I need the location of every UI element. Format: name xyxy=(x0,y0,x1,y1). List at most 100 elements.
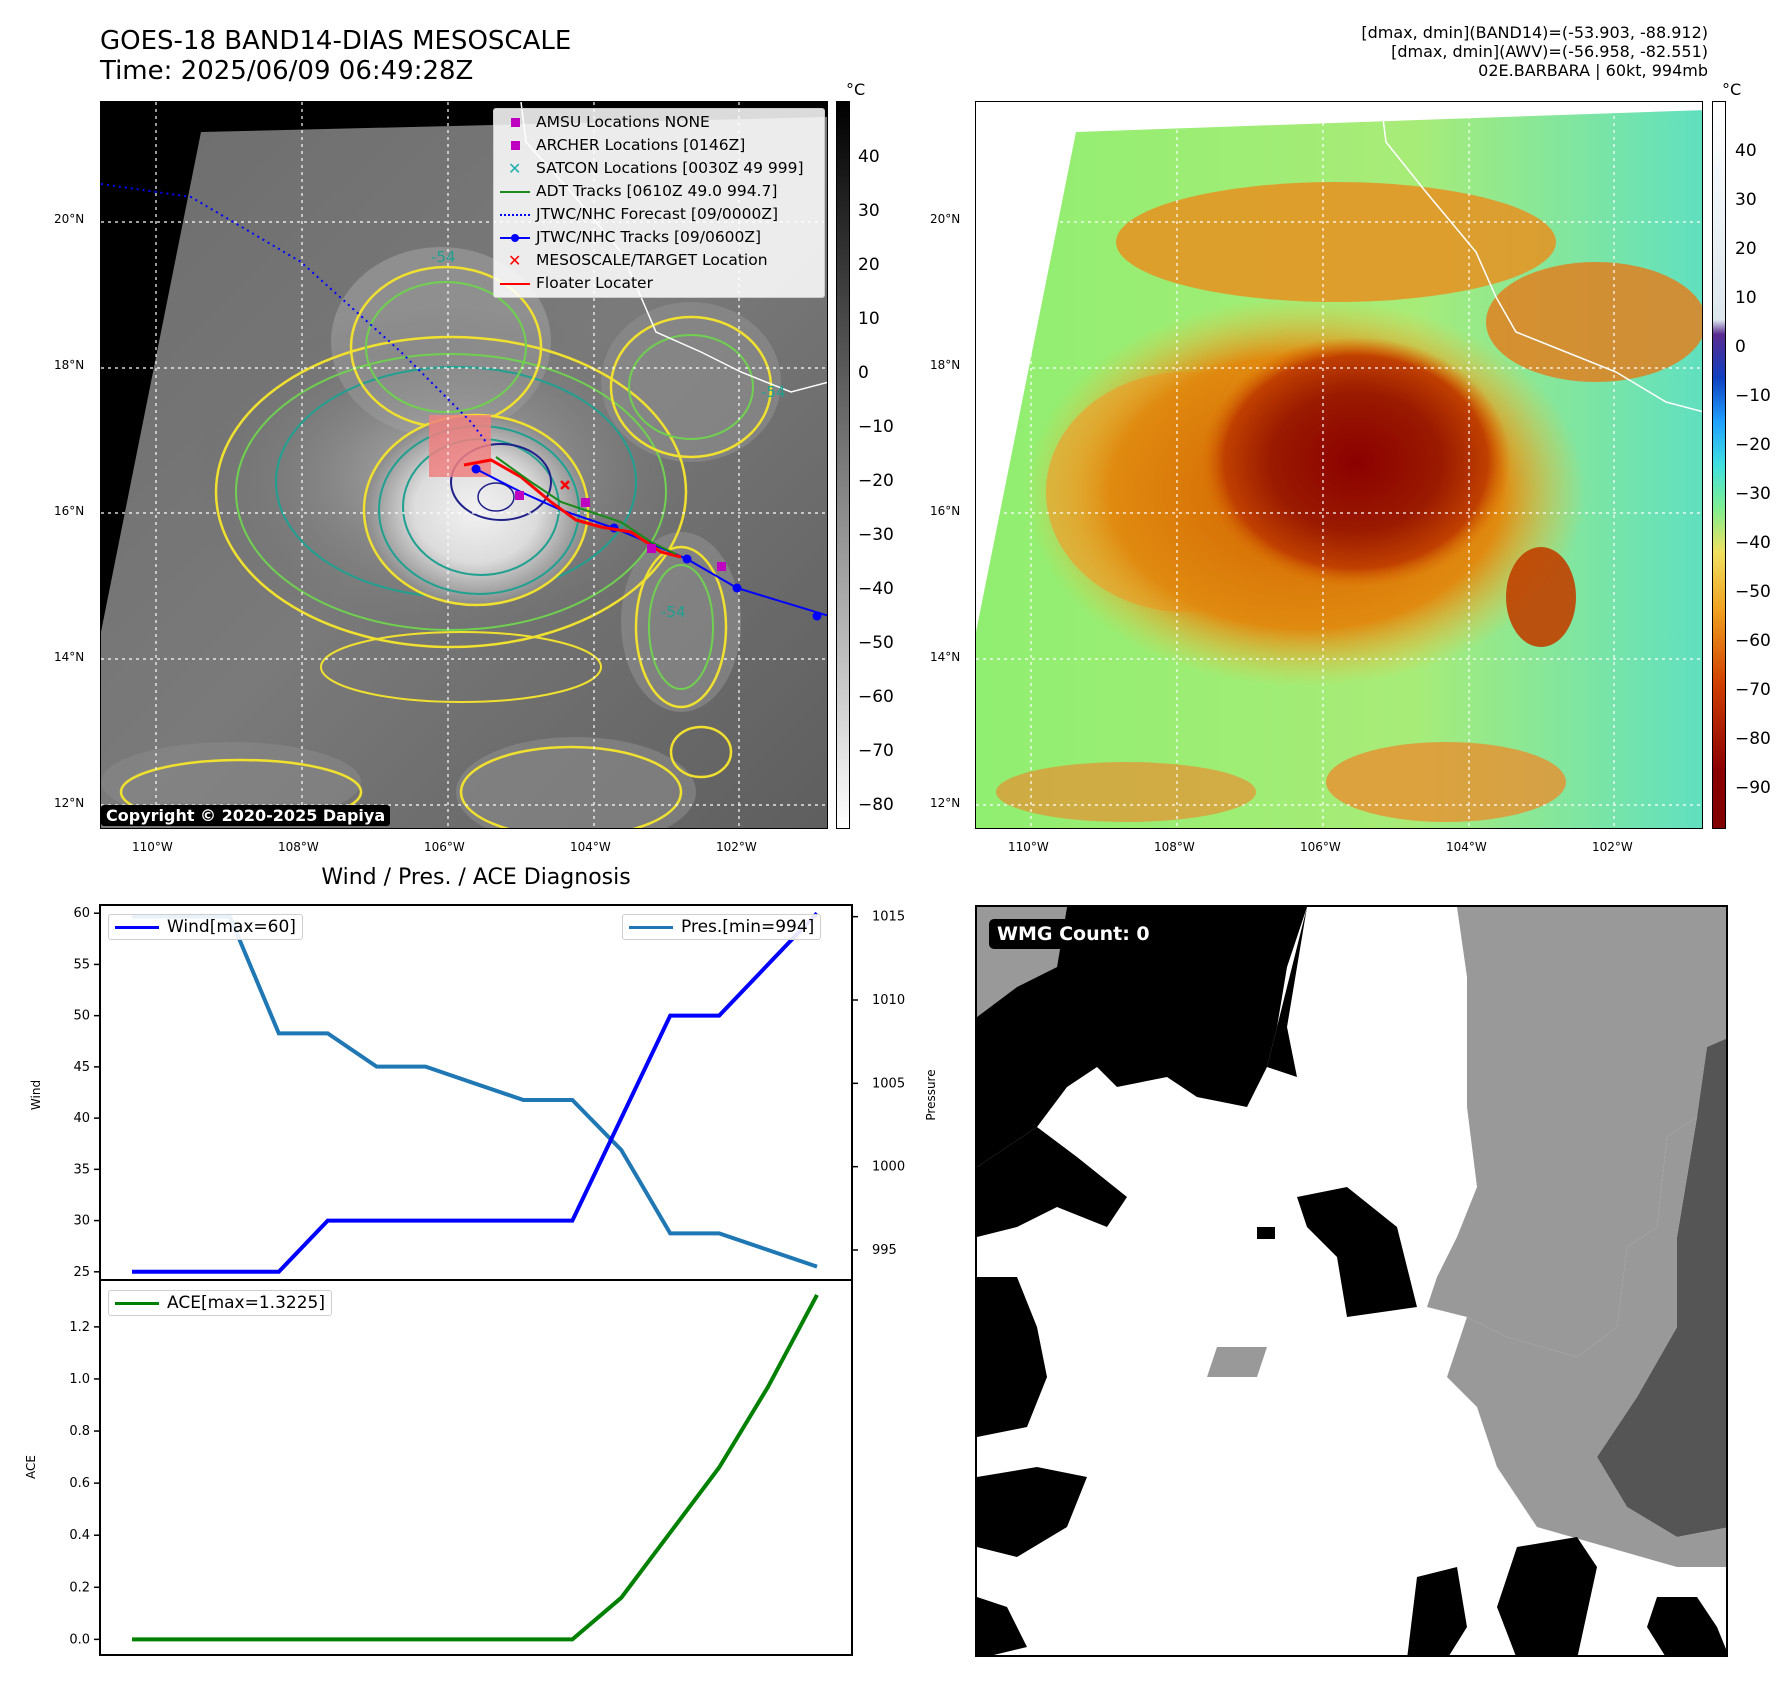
colorbar-unit: °C xyxy=(1722,80,1742,99)
wind-legend: Wind[max=60] xyxy=(108,914,303,940)
legend-satcon: ✕ SATCON Locations [0030Z 49 999] xyxy=(494,157,824,180)
awv-map-image xyxy=(976,102,1702,828)
copyright-label: Copyright © 2020-2025 Dapiya xyxy=(101,805,391,826)
info-storm-summary: 02E.BARBARA | 60kt, 994mb xyxy=(1478,61,1708,80)
lat-label: 12°N xyxy=(54,796,85,810)
title-line-1: GOES-18 BAND14-DIAS MESOSCALE xyxy=(100,26,572,56)
colorbar-tick: 40 xyxy=(1735,141,1757,161)
colorbar-tick: −40 xyxy=(1735,533,1771,553)
colorbar-tick: −30 xyxy=(858,525,894,545)
colorbar-tick: −90 xyxy=(1735,778,1771,798)
lat-label: 14°N xyxy=(930,650,961,664)
legend-label: ARCHER Locations [0146Z] xyxy=(536,136,746,154)
legend-archer: ARCHER Locations [0146Z] xyxy=(494,134,824,157)
pressure-axis-tick-label: 1015 xyxy=(872,910,905,925)
awv-map-panel[interactable] xyxy=(975,101,1703,829)
line-icon xyxy=(494,272,536,295)
colorbar-unit: °C xyxy=(846,80,866,99)
colorbar-tick: −80 xyxy=(1735,729,1771,749)
awv-colorbar xyxy=(1712,101,1726,829)
colorbar-tick: 20 xyxy=(1735,239,1757,259)
wind-axis-tick-label: 40 xyxy=(73,1111,90,1126)
colorbar-tick: 30 xyxy=(858,201,880,221)
lat-label: 16°N xyxy=(54,504,85,518)
colorbar-tick: 0 xyxy=(1735,337,1746,357)
line-icon xyxy=(494,180,536,203)
contour-label: -54 xyxy=(761,383,786,401)
lon-label: 110°W xyxy=(1008,840,1049,854)
contour-label: -54 xyxy=(661,603,686,621)
lat-label: 20°N xyxy=(54,212,85,226)
legend-amsu: AMSU Locations NONE xyxy=(494,111,824,134)
ace-legend-label: ACE[max=1.3225] xyxy=(167,1293,325,1313)
info-awv-range: [dmax, dmin](AWV)=(-56.958, -82.551) xyxy=(1391,42,1708,61)
pressure-axis-tick-label: 995 xyxy=(872,1243,897,1258)
line-dot-icon xyxy=(494,226,536,249)
legend-label: Floater Locater xyxy=(536,274,653,292)
x-marker-icon: ✕ xyxy=(508,251,522,270)
legend-jtwc-forecast: JTWC/NHC Forecast [09/0000Z] xyxy=(494,203,824,226)
colorbar-tick: 40 xyxy=(858,147,880,167)
title-timestamp: Time: 2025/06/09 06:49:28Z xyxy=(100,56,474,86)
colorbar-tick: 20 xyxy=(858,255,880,275)
wind-axis-tick-label: 45 xyxy=(73,1060,90,1075)
colorbar-tick: −70 xyxy=(1735,680,1771,700)
pressure-legend-label: Pres.[min=994] xyxy=(681,917,815,937)
lon-label: 110°W xyxy=(132,840,173,854)
wind-series-line xyxy=(132,911,819,1274)
wind-axis-tick-label: 30 xyxy=(73,1214,90,1229)
info-band14-range: [dmax, dmin](BAND14)=(-53.903, -88.912) xyxy=(1361,23,1708,42)
ir-colorbar xyxy=(836,101,850,829)
colorbar-tick: −10 xyxy=(858,417,894,437)
wind-axis-label: Wind xyxy=(29,1080,43,1110)
ace-frame xyxy=(99,1279,853,1656)
colorbar-tick: −30 xyxy=(1735,484,1771,504)
lon-label: 106°W xyxy=(424,840,465,854)
ace-axis-tick-label: 0.0 xyxy=(69,1632,90,1647)
line-icon xyxy=(629,925,673,929)
wind-axis-tick-label: 35 xyxy=(73,1162,90,1177)
wind-axis-tick-label: 60 xyxy=(73,906,90,921)
colorbar-tick: −20 xyxy=(1735,435,1771,455)
lon-label: 104°W xyxy=(570,840,611,854)
colorbar-tick: −20 xyxy=(858,471,894,491)
colorbar-tick: 10 xyxy=(858,309,880,329)
square-marker-icon xyxy=(494,134,536,157)
colorbar-tick: 0 xyxy=(858,363,869,383)
wind-axis-tick-label: 55 xyxy=(73,957,90,972)
ace-axis-tick-label: 0.6 xyxy=(69,1476,90,1491)
colorbar-tick: −40 xyxy=(858,579,894,599)
ace-legend: ACE[max=1.3225] xyxy=(108,1290,332,1316)
lat-label: 12°N xyxy=(930,796,961,810)
x-marker-icon: ✕ xyxy=(508,159,522,178)
figure-title: GOES-18 BAND14-DIAS MESOSCALE Time: 2025… xyxy=(100,26,571,86)
legend-label: JTWC/NHC Forecast [09/0000Z] xyxy=(536,205,779,223)
pressure-axis-tick-label: 1005 xyxy=(872,1076,905,1091)
lon-label: 102°W xyxy=(716,840,757,854)
legend-label: ADT Tracks [0610Z 49.0 994.7] xyxy=(536,182,778,200)
wind-axis-tick-label: 50 xyxy=(73,1009,90,1024)
ir-map-panel[interactable]: -54 -54 -54 AMSU Locations NONE ARCHER L… xyxy=(100,101,828,829)
pressure-series-line xyxy=(132,914,818,1269)
map-legend: AMSU Locations NONE ARCHER Locations [01… xyxy=(493,108,825,298)
legend-label: JTWC/NHC Tracks [09/0600Z] xyxy=(536,228,762,246)
legend-mesoscale-target: ✕ MESOSCALE/TARGET Location xyxy=(494,249,824,272)
lon-label: 102°W xyxy=(1592,840,1633,854)
lat-label: 16°N xyxy=(930,504,961,518)
lat-label: 18°N xyxy=(930,358,961,372)
colorbar-tick: −50 xyxy=(858,633,894,653)
ace-axis-tick-label: 0.2 xyxy=(69,1580,90,1595)
wmg-panel[interactable]: WMG Count: 0 xyxy=(975,905,1728,1657)
diagnosis-title: Wind / Pres. / ACE Diagnosis xyxy=(321,865,631,890)
wmg-count-label: WMG Count: 0 xyxy=(989,919,1158,949)
wmg-image xyxy=(977,907,1726,1655)
legend-label: SATCON Locations [0030Z 49 999] xyxy=(536,159,804,177)
lat-label: 14°N xyxy=(54,650,85,664)
lon-label: 104°W xyxy=(1446,840,1487,854)
legend-adt: ADT Tracks [0610Z 49.0 994.7] xyxy=(494,180,824,203)
square-marker-icon xyxy=(494,111,536,134)
pressure-axis-label: Pressure xyxy=(924,1069,938,1120)
colorbar-tick: −70 xyxy=(858,741,894,761)
storm-info: [dmax, dmin](BAND14)=(-53.903, -88.912) … xyxy=(1361,23,1708,80)
lat-label: 18°N xyxy=(54,358,85,372)
